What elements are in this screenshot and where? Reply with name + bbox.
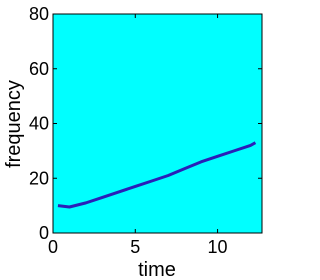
- plot-background: [53, 14, 262, 233]
- ridge-line: [57, 141, 257, 209]
- y-axis-label: frequency: [3, 80, 25, 168]
- y-tick-label: 0: [39, 223, 49, 243]
- y-tick-label: 80: [29, 4, 49, 24]
- y-tick-label: 20: [29, 168, 49, 188]
- x-tick-label: 5: [130, 237, 140, 257]
- y-tick-label: 40: [29, 114, 49, 134]
- x-tick-label: 10: [208, 237, 228, 257]
- x-tick-label: 0: [48, 237, 58, 257]
- y-tick-label: 60: [29, 59, 49, 79]
- x-axis-label: time: [138, 259, 176, 280]
- chart: time frequency 0 5 10 0 20 40 60 80: [3, 4, 263, 280]
